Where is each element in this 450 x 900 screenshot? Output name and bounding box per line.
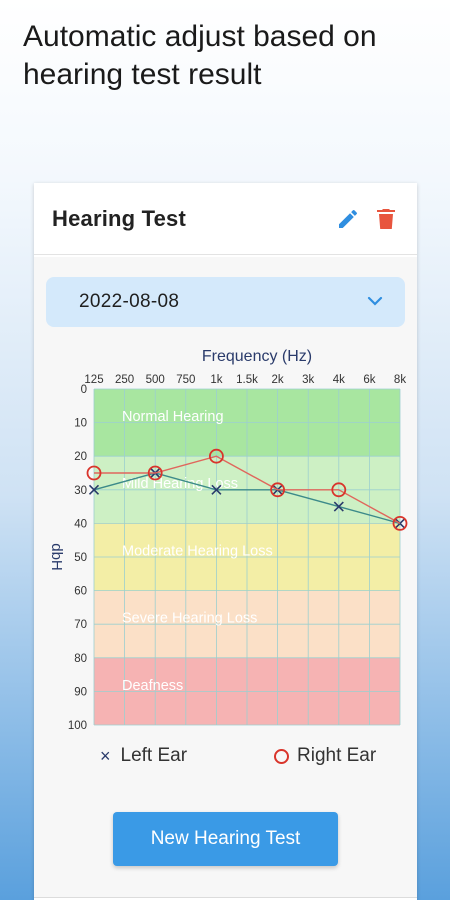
y-tick-label-2: 20 — [74, 451, 87, 463]
legend-right-ear: Right Ear — [274, 745, 376, 767]
left-ear-point-4 — [333, 501, 344, 512]
x-tick-label-4: 1k — [210, 374, 222, 386]
chart-legend: × Left Ear Right Ear — [34, 745, 417, 775]
y-axis-title: dbH — [48, 543, 65, 571]
new-hearing-test-button[interactable]: New Hearing Test — [113, 812, 338, 866]
y-tick-label-3: 30 — [74, 485, 87, 497]
right-ear-point-3 — [270, 482, 286, 498]
x-tick-label-8: 4k — [333, 374, 345, 386]
y-tick-label-7: 70 — [74, 619, 87, 631]
x-tick-label-9: 6k — [363, 374, 375, 386]
right-ear-point-4 — [331, 482, 347, 498]
trash-icon[interactable] — [373, 206, 399, 232]
series-line-1 — [94, 455, 401, 525]
y-tick-label-6: 60 — [74, 586, 87, 598]
series-line-0 — [93, 472, 401, 525]
y-tick-label-0: 0 — [81, 384, 87, 396]
legend-left-ear: × Left Ear — [100, 745, 187, 767]
left-ear-point-0 — [88, 484, 100, 495]
y-tick-label-4: 40 — [74, 518, 87, 530]
x-tick-label-10: 8k — [394, 374, 406, 386]
audiogram-chart-container: Normal Hearing Mild Hearing Loss Moderate … — [34, 339, 417, 744]
y-tick-label-5: 50 — [74, 552, 87, 564]
right-ear-point-5 — [392, 515, 408, 531]
x-tick-label-6: 2k — [272, 374, 284, 386]
y-tick-label-1: 10 — [74, 418, 87, 430]
card-header: Hearing Test — [34, 183, 417, 255]
legend-left-label: Left Ear — [120, 745, 188, 766]
chart-panel: 2022-08-08 Normal Hearing Mild Hearing Lo… — [34, 257, 417, 897]
right-ear-point-2 — [208, 448, 224, 464]
x-tick-label-7: 3k — [302, 374, 314, 386]
x-tick-label-5: 1.5k — [236, 374, 258, 386]
date-value: 2022-08-08 — [79, 291, 180, 312]
right-ear-point-1 — [147, 465, 163, 481]
band-label-0: Normal Hearing — [122, 409, 224, 425]
band-label-2: Moderate Hearing Loss — [122, 543, 273, 559]
headline: Automatic adjust based on hearing test r… — [23, 20, 377, 91]
x-tick-label-3: 750 — [176, 374, 195, 386]
hearing-test-card: Hearing Test 2022-08-08 Normal Hearing Mi… — [34, 183, 417, 900]
band-label-4: Deafness — [122, 678, 183, 694]
x-tick-label-0: 125 — [84, 374, 103, 386]
right-ear-point-0 — [86, 465, 102, 481]
left-ear-point-2 — [211, 484, 222, 495]
x-tick-label-2: 500 — [146, 374, 165, 386]
band-label-3: Severe Hearing Loss — [122, 611, 257, 627]
date-select[interactable]: 2022-08-08 — [46, 277, 405, 327]
chevron-down-icon — [367, 293, 383, 311]
x-axis-title: Frequency (Hz) — [202, 348, 312, 365]
circle-marker-icon — [274, 748, 289, 764]
pencil-icon[interactable] — [335, 206, 361, 232]
left-ear-point-5 — [394, 518, 406, 529]
x-marker-icon: × — [100, 745, 111, 766]
y-tick-label-9: 90 — [74, 686, 87, 698]
card-title: Hearing Test — [52, 205, 187, 231]
card-divider — [34, 897, 417, 898]
legend-right-label: Right Ear — [297, 745, 377, 766]
y-tick-label-8: 80 — [74, 653, 87, 665]
y-tick-label-10: 100 — [68, 720, 87, 732]
x-tick-label-1: 250 — [115, 374, 134, 386]
